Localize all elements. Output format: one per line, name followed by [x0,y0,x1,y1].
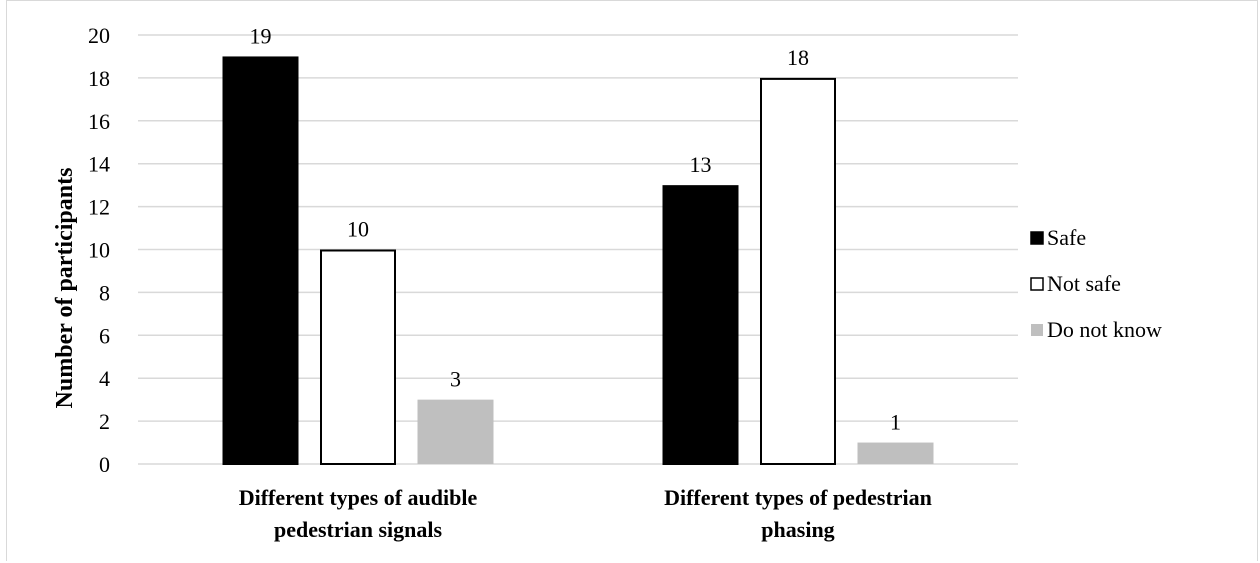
bar-do-not-know [417,399,494,464]
data-label: 19 [250,23,272,48]
data-label: 3 [450,367,461,392]
legend-label: Safe [1047,225,1086,250]
y-tick-label: 18 [88,66,110,91]
category-label: phasing [761,517,834,542]
y-tick-label: 4 [99,366,110,391]
legend-swatch [1030,277,1044,291]
legend-label: Do not know [1047,317,1162,342]
bars [222,56,934,466]
bar-safe [662,185,739,465]
y-tick-label: 12 [88,195,110,220]
y-tick-label: 6 [99,323,110,348]
y-tick-label: 0 [99,452,110,477]
y-tick-label: 10 [88,238,110,263]
y-tick-label: 14 [88,152,110,177]
data-label: 1 [890,410,901,435]
bar-safe [222,56,299,465]
category-label: Different types of pedestrian [664,485,932,510]
y-axis-title: Number of participants [52,168,78,409]
data-label: 10 [347,217,369,242]
category-label: pedestrian signals [274,517,443,542]
y-tick-label: 16 [88,109,110,134]
y-tick-label: 2 [99,409,110,434]
y-tick-label: 8 [99,280,110,305]
legend-swatch [1030,231,1044,245]
y-tick-label: 20 [88,23,110,48]
data-label: 13 [690,152,712,177]
bar-do-not-know [857,442,934,464]
y-tick-labels: 0 2 4 6 8 10 12 14 16 18 20 [88,23,110,477]
legend-swatch [1031,324,1043,336]
legend: Safe Not safe Do not know [1030,225,1162,342]
legend-label: Not safe [1047,271,1121,296]
bar-not-safe [760,77,836,466]
data-label: 18 [787,45,809,70]
chart-frame [6,0,1258,561]
bar-not-safe [320,249,396,465]
category-label: Different types of audible [239,485,478,510]
data-labels: 19 10 3 13 18 1 [250,23,902,434]
category-labels: Different types of audible pedestrian sig… [239,485,932,542]
